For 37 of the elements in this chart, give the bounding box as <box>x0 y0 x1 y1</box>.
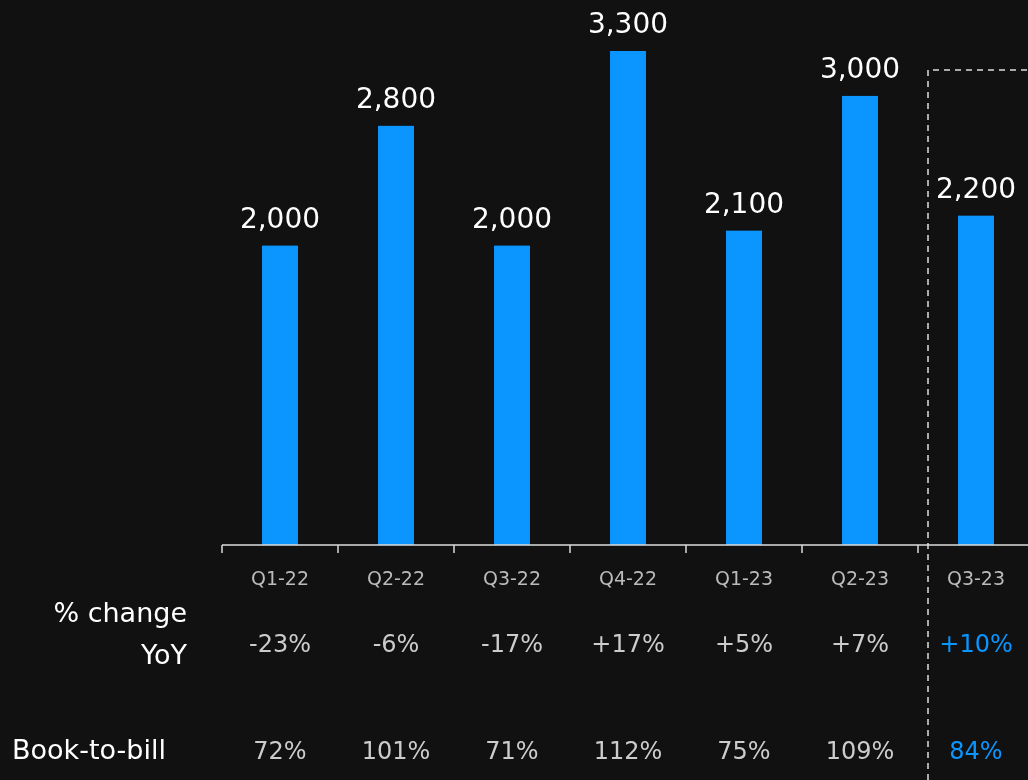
data-label: 2,000 <box>471 201 553 235</box>
text: -17% <box>480 630 544 658</box>
bar <box>610 51 646 545</box>
text: 109% <box>825 737 895 765</box>
text: Book-to-bill <box>12 734 166 765</box>
text: +7% <box>830 630 890 658</box>
text: -6% <box>372 630 420 658</box>
data-label: 2,200 <box>935 171 1017 205</box>
bar <box>726 230 762 545</box>
text: 75% <box>717 737 771 765</box>
data-label: 2,100 <box>703 186 785 220</box>
text: 84% <box>949 737 1003 765</box>
text: +10% <box>939 630 1013 658</box>
x-tick-label: Q2-23 <box>830 567 890 589</box>
text: 71% <box>485 737 539 765</box>
x-tick-label: Q1-23 <box>714 567 774 589</box>
bar <box>262 245 298 545</box>
data-label: 3,000 <box>819 51 901 85</box>
text: 112% <box>593 737 663 765</box>
bar <box>842 95 878 545</box>
x-tick-label: Q3-23 <box>946 567 1006 589</box>
x-tick-label: Q1-22 <box>250 567 310 589</box>
text: +5% <box>714 630 774 658</box>
text: 101% <box>361 737 431 765</box>
bar <box>378 125 414 545</box>
x-tick-label: Q3-22 <box>482 567 542 589</box>
text: % change YoY <box>53 597 188 670</box>
text: 72% <box>253 737 307 765</box>
bar <box>958 215 994 545</box>
data-label: 2,800 <box>355 81 437 115</box>
text: +17% <box>591 630 665 658</box>
bar <box>494 245 530 545</box>
x-tick-label: Q4-22 <box>598 567 658 589</box>
data-label: 2,000 <box>239 201 321 235</box>
text: -23% <box>248 630 312 658</box>
x-tick-label: Q2-22 <box>366 567 426 589</box>
data-label: 3,300 <box>587 7 669 40</box>
